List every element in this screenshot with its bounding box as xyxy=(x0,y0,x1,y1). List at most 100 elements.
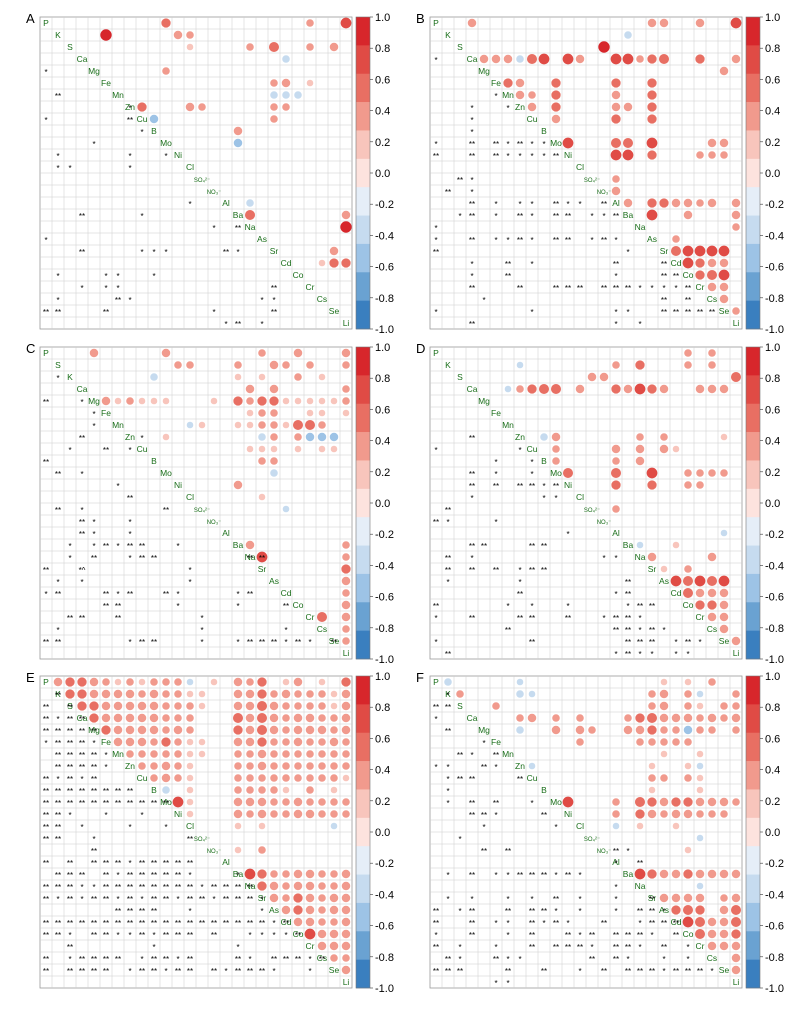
correlation-circle xyxy=(647,552,657,562)
significance-stars: ** xyxy=(139,883,145,892)
correlation-circle xyxy=(305,713,315,723)
correlation-circle xyxy=(282,103,290,111)
significance-stars: ** xyxy=(43,775,49,784)
significance-stars: ** xyxy=(151,919,157,928)
correlation-circle xyxy=(696,469,704,477)
variable-label: Zn xyxy=(125,102,135,112)
correlation-circle xyxy=(670,245,682,257)
significance-stars: ** xyxy=(493,152,499,161)
correlation-circle xyxy=(257,881,267,891)
variable-label: Li xyxy=(343,648,350,658)
correlation-circle xyxy=(683,809,693,819)
correlation-circle xyxy=(270,79,278,87)
correlation-circle xyxy=(162,750,170,758)
significance-stars: ** xyxy=(601,967,607,976)
correlation-circle xyxy=(330,810,338,818)
significance-stars: * xyxy=(494,236,497,245)
significance-stars: ** xyxy=(151,799,157,808)
significance-stars: * xyxy=(662,907,665,916)
correlation-circle xyxy=(174,714,182,722)
significance-stars: ** xyxy=(223,248,229,257)
correlation-circle xyxy=(684,774,692,782)
colorbar-segment xyxy=(356,375,370,405)
correlation-circle xyxy=(576,738,584,746)
correlation-circle xyxy=(342,385,350,393)
significance-stars: * xyxy=(554,871,557,880)
correlation-circle xyxy=(550,383,562,395)
significance-stars: * xyxy=(56,164,59,173)
significance-stars: * xyxy=(152,943,155,952)
correlation-circle xyxy=(330,397,338,405)
correlation-circle xyxy=(233,689,243,699)
variable-label: Na xyxy=(245,881,256,891)
correlation-circle xyxy=(270,91,278,99)
correlation-circle xyxy=(528,762,536,770)
correlation-circle xyxy=(648,702,656,710)
variable-label: Ca xyxy=(467,384,478,394)
significance-stars: * xyxy=(530,200,533,209)
significance-stars: ** xyxy=(613,614,619,623)
significance-stars: ** xyxy=(553,482,559,491)
correlation-circle xyxy=(610,467,622,479)
significance-stars: * xyxy=(530,212,533,221)
significance-stars: ** xyxy=(649,638,655,647)
correlation-circle xyxy=(551,90,561,100)
correlation-circle xyxy=(282,750,290,758)
significance-stars: ** xyxy=(91,847,97,856)
significance-stars: ** xyxy=(127,542,133,551)
significance-stars: ** xyxy=(115,955,121,964)
significance-stars: * xyxy=(308,638,311,647)
significance-stars: ** xyxy=(79,763,85,772)
correlation-circle xyxy=(149,689,159,699)
significance-stars: ** xyxy=(79,248,85,257)
correlation-circle xyxy=(682,904,694,916)
significance-stars: * xyxy=(698,638,701,647)
colorbar-tick-label: 0.0 xyxy=(765,168,780,180)
correlation-circle xyxy=(635,456,645,466)
significance-stars: ** xyxy=(445,188,451,197)
correlation-circle xyxy=(720,433,728,441)
significance-stars: ** xyxy=(163,871,169,880)
colorbar-segment xyxy=(746,846,760,875)
significance-stars: * xyxy=(578,931,581,940)
variable-label: Ca xyxy=(467,54,478,64)
variable-label: As xyxy=(659,905,669,915)
variable-label: Fe xyxy=(101,737,111,747)
significance-stars: ** xyxy=(211,919,217,928)
significance-stars: ** xyxy=(67,775,73,784)
panel-d: D PKSCaMgFeMnZnCuBMoNiClSO₄²⁻NO₃⁻AlBaNaSr… xyxy=(416,341,784,666)
correlation-circle xyxy=(281,78,291,88)
significance-stars: * xyxy=(638,650,641,659)
correlation-circle xyxy=(647,150,657,160)
correlation-circle xyxy=(245,540,255,550)
significance-stars: ** xyxy=(565,943,571,952)
significance-stars: * xyxy=(236,943,239,952)
correlation-circle xyxy=(611,90,621,100)
correlation-circle xyxy=(708,349,716,357)
correlation-circle xyxy=(306,762,314,770)
variable-label: Ni xyxy=(564,150,572,160)
correlation-circle xyxy=(660,726,668,734)
correlation-circle xyxy=(125,713,135,723)
correlation-circle xyxy=(282,894,290,902)
colorbar-tick-label: -0.2 xyxy=(765,199,784,211)
correlation-circle xyxy=(707,612,717,622)
significance-stars: ** xyxy=(79,871,85,880)
correlation-circle xyxy=(257,396,267,406)
correlation-circle xyxy=(707,258,717,268)
correlation-circle xyxy=(318,870,326,878)
significance-stars: ** xyxy=(55,308,61,317)
significance-stars: * xyxy=(80,823,83,832)
significance-stars: * xyxy=(494,943,497,952)
correlation-circle xyxy=(258,373,266,381)
correlation-circle xyxy=(293,809,303,819)
correlation-circle xyxy=(587,372,597,382)
significance-stars: * xyxy=(116,272,119,281)
correlation-circle xyxy=(341,258,351,268)
correlation-circle xyxy=(234,373,242,381)
significance-stars: ** xyxy=(637,967,643,976)
correlation-circle xyxy=(562,53,574,65)
variable-label: Ba xyxy=(233,210,244,220)
correlation-circle xyxy=(198,690,206,698)
correlation-circle xyxy=(186,762,194,770)
